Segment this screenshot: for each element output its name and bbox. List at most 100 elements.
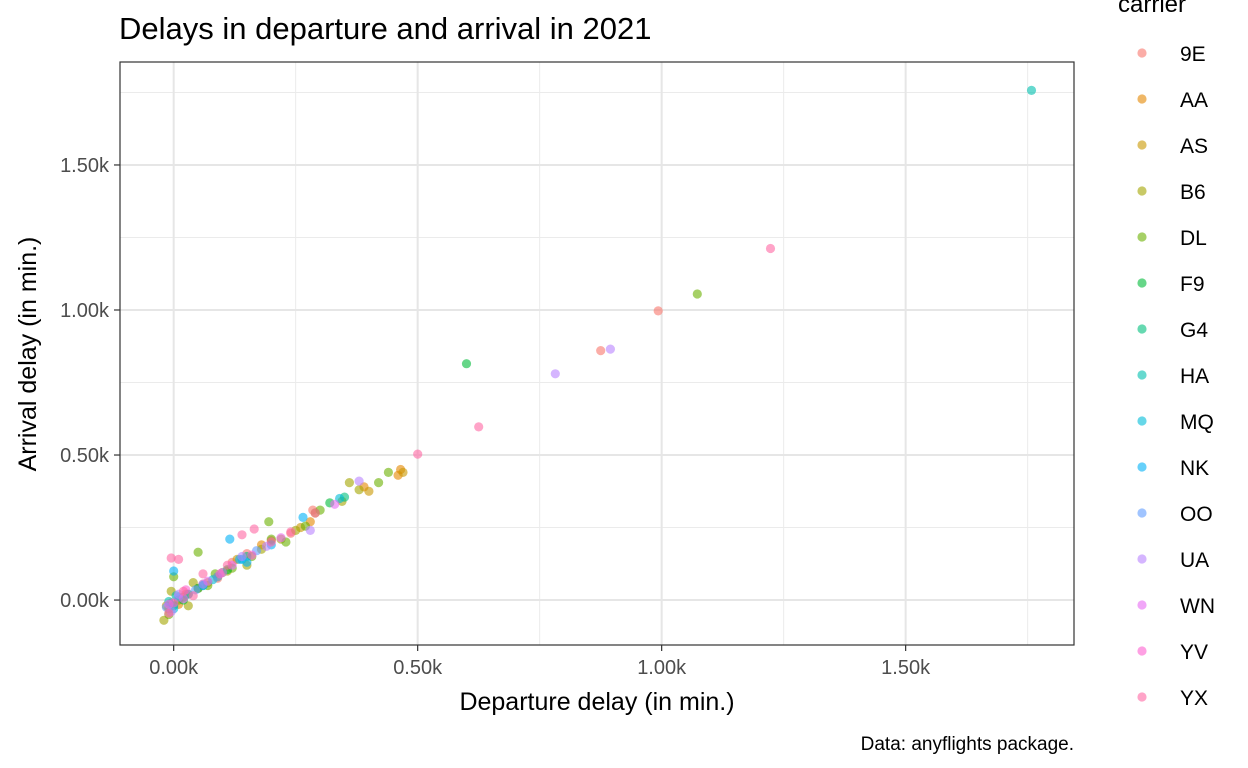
legend-label: OO	[1180, 503, 1213, 526]
legend-label: 9E	[1180, 43, 1206, 66]
legend-label: YX	[1180, 687, 1208, 710]
point-dl	[264, 517, 274, 527]
axes: 0.00k 0.50k 1.00k 1.50k 0.00k 0.50k 1.00k 1.50k	[60, 155, 931, 679]
legend-item-yv: YV	[1137, 641, 1208, 664]
plot-panel	[120, 62, 1074, 645]
legend-key	[1137, 48, 1147, 58]
legend-item-mq: MQ	[1137, 411, 1214, 434]
legend-item-g4: G4	[1137, 319, 1208, 342]
point-yx	[249, 524, 259, 534]
legend-item-ua: UA	[1137, 549, 1209, 572]
legend-item-dl: DL	[1137, 227, 1207, 250]
legend-key	[1137, 416, 1147, 426]
point-wn	[203, 576, 213, 586]
point-nk	[225, 534, 235, 544]
point-yx	[286, 527, 296, 537]
chart-title: Delays in departure and arrival in 2021	[119, 11, 651, 46]
legend-item-wn: WN	[1137, 595, 1215, 618]
x-tick-label: 1.00k	[637, 657, 687, 679]
point-ua	[605, 344, 616, 354]
x-tick-label: 0.50k	[393, 657, 443, 679]
point-yx	[178, 586, 188, 596]
point-as	[398, 467, 408, 477]
y-axis-title: Arrival delay (in min.)	[14, 237, 42, 472]
point-yv	[215, 569, 225, 579]
y-tick-label: 1.00k	[60, 300, 110, 322]
legend-label: B6	[1180, 181, 1206, 204]
point-yv	[247, 550, 257, 560]
legend-label: YV	[1180, 641, 1208, 664]
point-b6	[354, 485, 364, 495]
point-9e	[596, 346, 606, 356]
legend-item-ha: HA	[1137, 365, 1209, 388]
legend-item-aa: AA	[1137, 89, 1208, 112]
point-dl	[692, 289, 702, 299]
point-ua	[354, 476, 364, 486]
legend-item-b6: B6	[1137, 181, 1206, 204]
data-points	[159, 85, 1037, 625]
point-wn	[178, 594, 188, 604]
legend-key	[1137, 554, 1147, 564]
point-dl	[383, 467, 393, 477]
chart-caption: Data: anyflights package.	[861, 734, 1074, 755]
point-f9	[461, 359, 472, 369]
point-yx	[188, 591, 198, 601]
legend-item-nk: NK	[1137, 457, 1209, 480]
legend-label: UA	[1180, 549, 1209, 572]
point-yx	[266, 537, 276, 547]
legend-label: MQ	[1180, 411, 1214, 434]
point-ua	[550, 369, 560, 379]
point-yx	[164, 608, 174, 618]
y-tick-label: 0.00k	[60, 590, 110, 612]
x-tick-label: 1.50k	[881, 657, 931, 679]
legend-key	[1137, 692, 1147, 702]
legend-key	[1137, 508, 1147, 518]
legend-label: NK	[1180, 457, 1209, 480]
legend-item-as: AS	[1137, 135, 1208, 158]
legend-label: F9	[1180, 273, 1205, 296]
legend-key	[1137, 232, 1147, 242]
legend-label: AS	[1180, 135, 1208, 158]
y-tick-label: 0.50k	[60, 445, 110, 467]
point-yx	[174, 554, 184, 565]
legend-key	[1137, 600, 1147, 610]
x-axis-title: Departure delay (in min.)	[459, 688, 734, 716]
point-yx	[765, 243, 776, 254]
point-yx	[474, 422, 484, 432]
point-dl	[374, 478, 384, 488]
point-yv	[169, 598, 179, 608]
legend-title: carrier	[1118, 0, 1186, 18]
grid-lines	[120, 62, 1074, 645]
legend-key	[1137, 186, 1147, 196]
point-b6	[344, 478, 354, 488]
legend-label: WN	[1180, 595, 1215, 618]
point-wn	[330, 499, 340, 509]
point-nk	[298, 512, 308, 523]
legend-key	[1137, 278, 1147, 288]
legend-item-9e: 9E	[1137, 43, 1206, 66]
legend-key	[1137, 324, 1147, 334]
legend-item-f9: F9	[1137, 273, 1205, 296]
point-yx	[413, 449, 423, 459]
point-ua	[237, 551, 247, 562]
legend-key	[1137, 94, 1147, 104]
legend-item-oo: OO	[1137, 503, 1213, 526]
legend-label: HA	[1180, 365, 1209, 388]
point-yx	[222, 560, 232, 570]
y-tick-label: 1.50k	[60, 155, 110, 177]
legend-key	[1137, 370, 1147, 380]
point-dl	[193, 547, 203, 557]
point-wn	[276, 533, 286, 543]
point-9e	[653, 306, 663, 316]
point-nk	[169, 566, 179, 576]
legend-key	[1137, 462, 1147, 472]
point-yx	[166, 553, 176, 563]
plot-panel-border	[119, 61, 1075, 646]
legend-item-yx: YX	[1137, 687, 1208, 710]
legend-key	[1137, 140, 1147, 150]
point-yx	[310, 508, 320, 518]
point-yx	[237, 530, 247, 540]
legend: carrier 9E AA AS B6 DL F9 G4 HA MQ NK OO UA WN YV YX	[1118, 0, 1215, 710]
point-yx	[198, 569, 208, 579]
